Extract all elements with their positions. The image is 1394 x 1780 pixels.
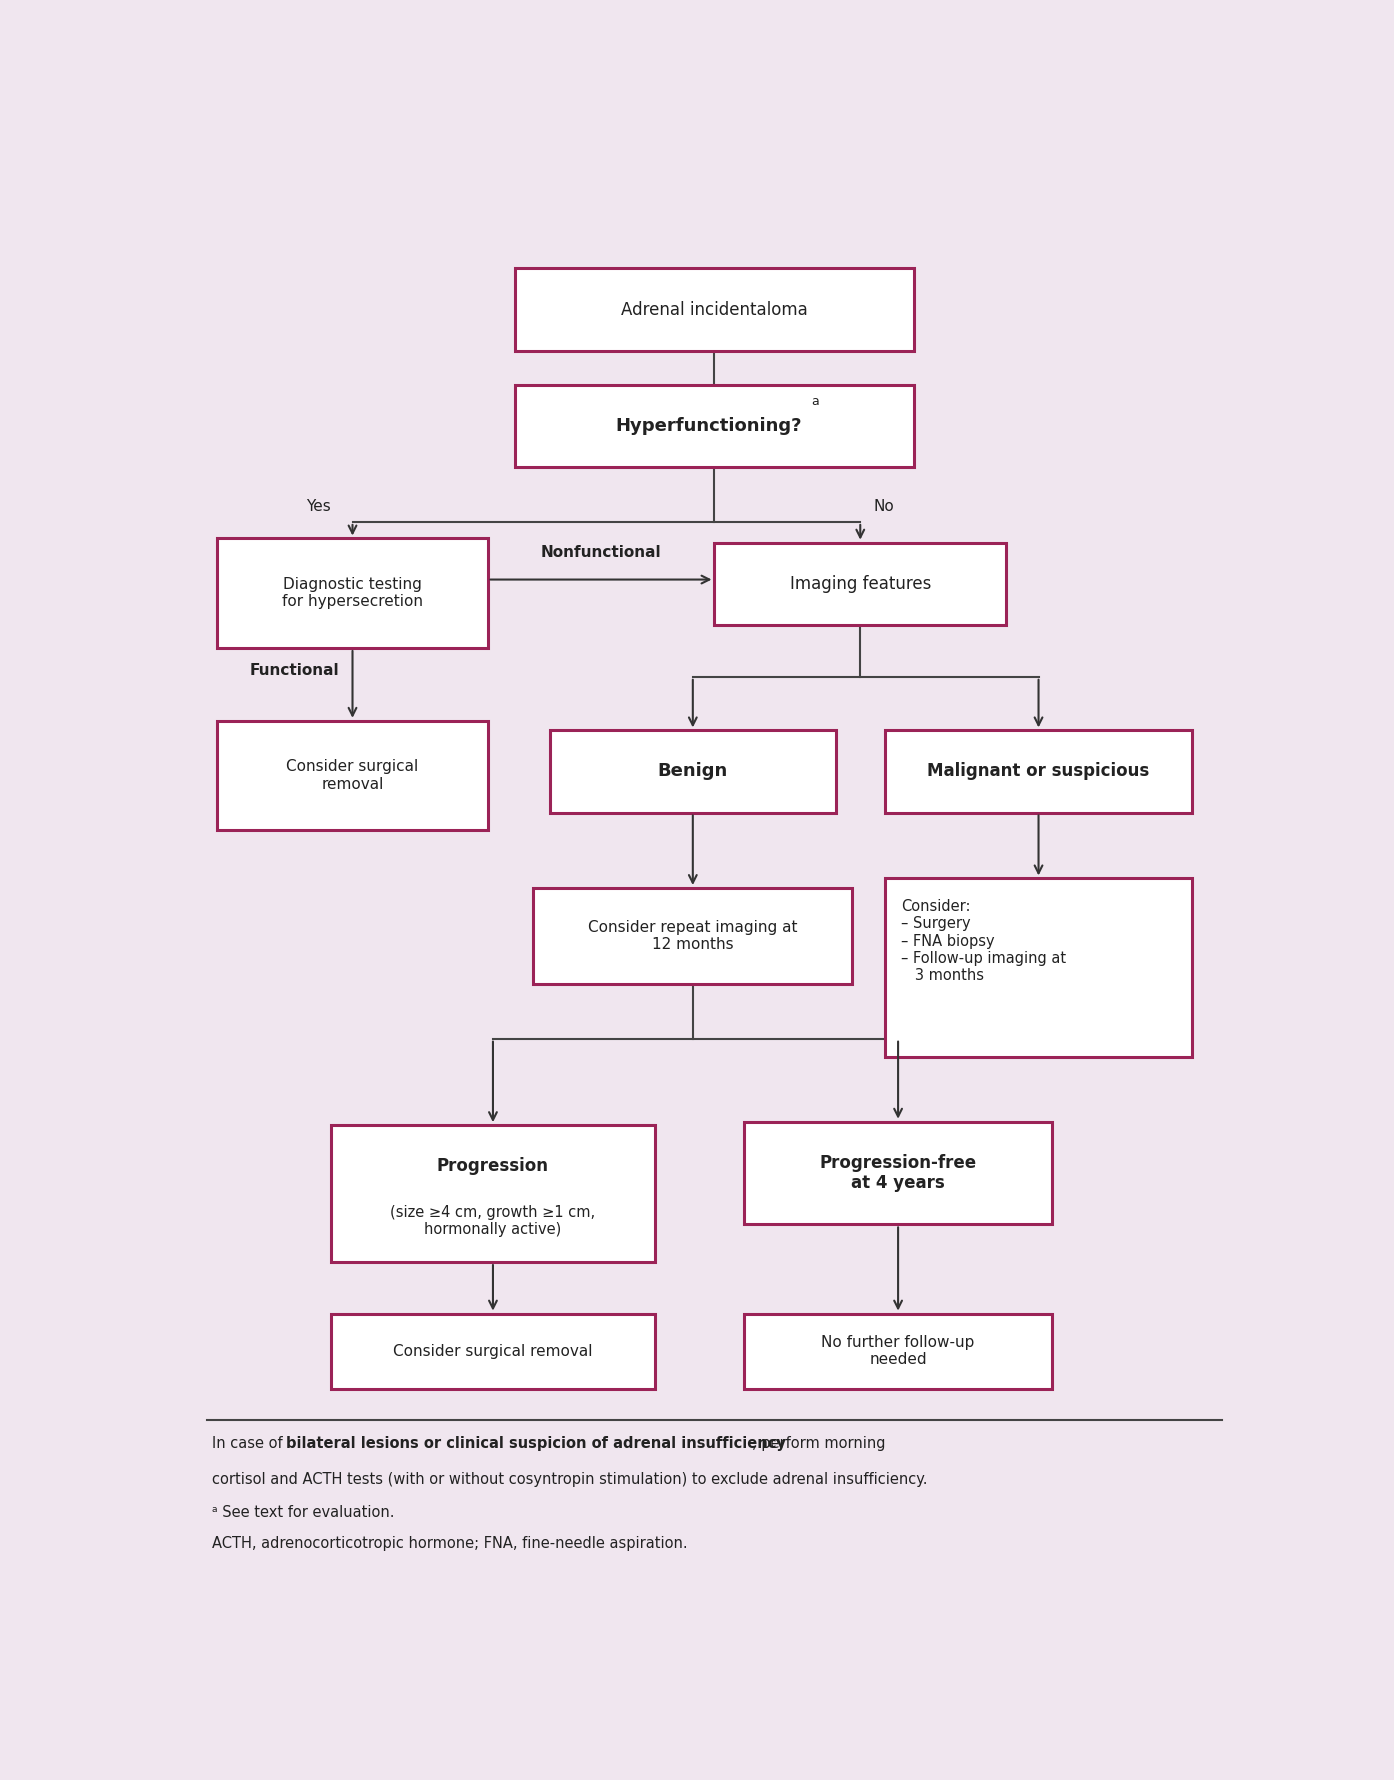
- Text: Functional: Functional: [250, 664, 340, 678]
- FancyBboxPatch shape: [514, 384, 914, 466]
- FancyBboxPatch shape: [217, 538, 488, 648]
- Text: Consider surgical
removal: Consider surgical removal: [286, 760, 418, 792]
- Text: a: a: [811, 395, 818, 408]
- Text: Consider surgical removal: Consider surgical removal: [393, 1344, 592, 1358]
- FancyBboxPatch shape: [514, 269, 914, 351]
- FancyBboxPatch shape: [744, 1314, 1052, 1388]
- FancyBboxPatch shape: [534, 888, 852, 984]
- Text: bilateral lesions or clinical suspicion of adrenal insufficiency: bilateral lesions or clinical suspicion …: [286, 1436, 785, 1451]
- Text: In case of: In case of: [212, 1436, 287, 1451]
- Text: Benign: Benign: [658, 762, 728, 780]
- Text: Nonfunctional: Nonfunctional: [541, 545, 661, 561]
- Text: Malignant or suspicious: Malignant or suspicious: [927, 762, 1150, 780]
- FancyBboxPatch shape: [330, 1314, 655, 1388]
- FancyBboxPatch shape: [217, 721, 488, 829]
- Text: No: No: [873, 498, 894, 514]
- Text: Consider repeat imaging at
12 months: Consider repeat imaging at 12 months: [588, 920, 797, 952]
- Text: ACTH, adrenocorticotropic hormone; FNA, fine-needle aspiration.: ACTH, adrenocorticotropic hormone; FNA, …: [212, 1536, 687, 1550]
- FancyBboxPatch shape: [549, 730, 836, 812]
- Text: cortisol and ACTH tests (with or without cosyntropin stimulation) to exclude adr: cortisol and ACTH tests (with or without…: [212, 1472, 927, 1486]
- Text: (size ≥4 cm, growth ≥1 cm,
hormonally active): (size ≥4 cm, growth ≥1 cm, hormonally ac…: [390, 1205, 595, 1237]
- Text: No further follow-up
needed: No further follow-up needed: [821, 1335, 974, 1367]
- Text: Progression: Progression: [436, 1157, 549, 1175]
- FancyBboxPatch shape: [744, 1121, 1052, 1225]
- Text: Adrenal incidentaloma: Adrenal incidentaloma: [622, 301, 807, 319]
- FancyBboxPatch shape: [885, 878, 1192, 1057]
- Text: ᵃ See text for evaluation.: ᵃ See text for evaluation.: [212, 1504, 395, 1520]
- FancyBboxPatch shape: [885, 730, 1192, 812]
- Text: Imaging features: Imaging features: [789, 575, 931, 593]
- Text: Hyperfunctioning?: Hyperfunctioning?: [616, 417, 803, 434]
- Text: Consider:
– Surgery
– FNA biopsy
– Follow-up imaging at
   3 months: Consider: – Surgery – FNA biopsy – Follo…: [901, 899, 1066, 984]
- Text: Diagnostic testing
for hypersecretion: Diagnostic testing for hypersecretion: [282, 577, 422, 609]
- Text: , perform morning: , perform morning: [753, 1436, 885, 1451]
- FancyBboxPatch shape: [715, 543, 1006, 625]
- FancyBboxPatch shape: [330, 1125, 655, 1262]
- Text: Yes: Yes: [307, 498, 330, 514]
- Text: Progression-free
at 4 years: Progression-free at 4 years: [820, 1153, 977, 1193]
